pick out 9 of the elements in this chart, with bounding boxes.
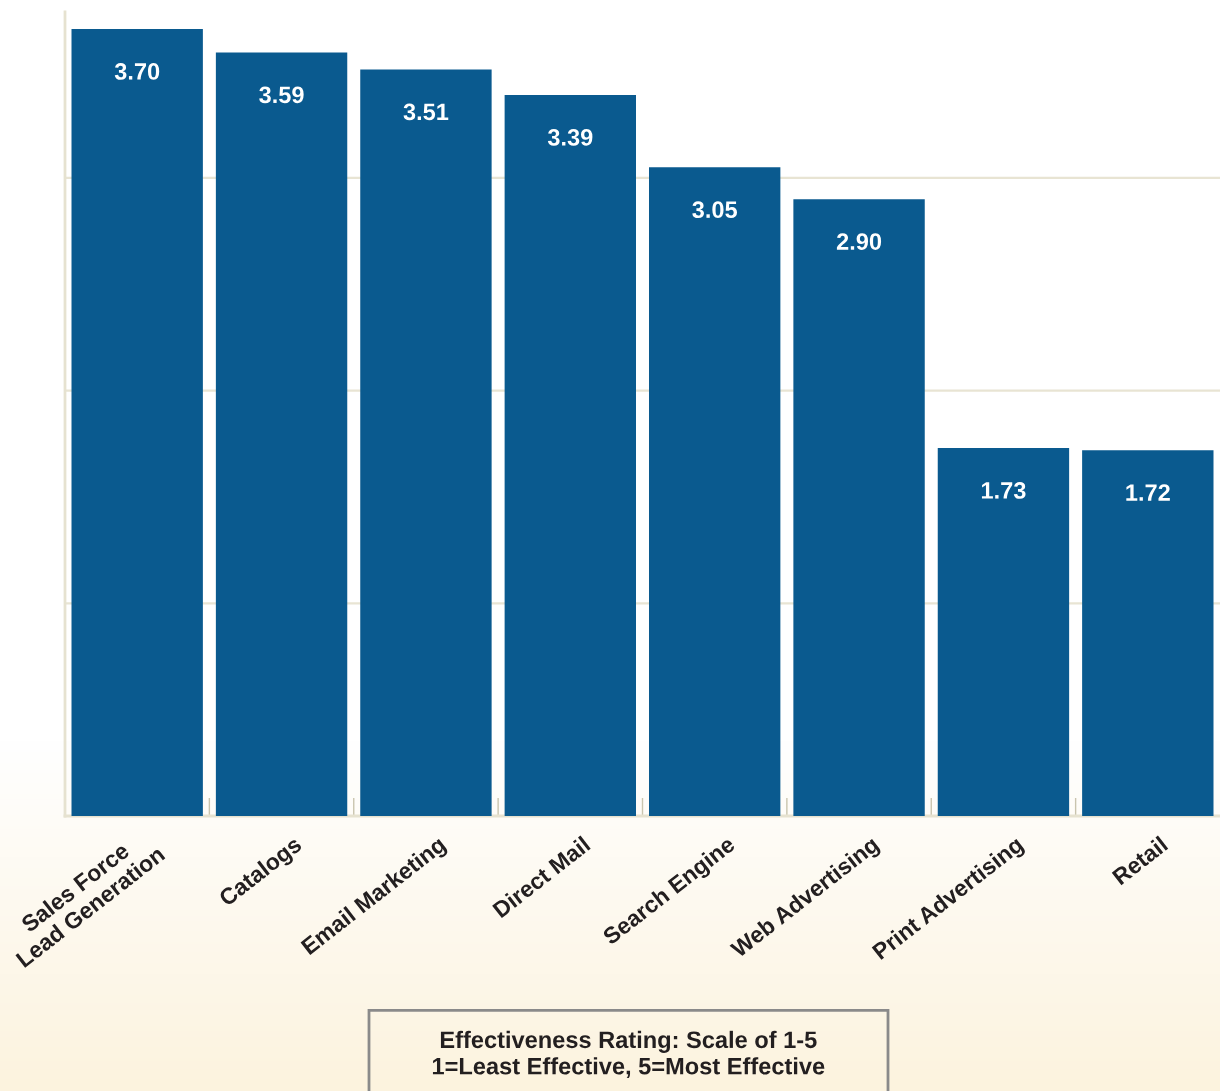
data-label: 3.05 <box>692 201 738 219</box>
data-label: 3.70 <box>114 63 160 80</box>
data-label: 3.51 <box>403 103 449 121</box>
text: Effectiveness Rating: Scale of 1-5 1=Least Effective, 5=Most Effective <box>432 1030 825 1078</box>
data-label: 2.90 <box>836 233 882 250</box>
data-label: 3.39 <box>547 129 593 146</box>
data-label: 3.59 <box>259 86 304 104</box>
data-label: 1.72 <box>1126 484 1170 501</box>
data-label: 1.73 <box>981 482 1026 499</box>
